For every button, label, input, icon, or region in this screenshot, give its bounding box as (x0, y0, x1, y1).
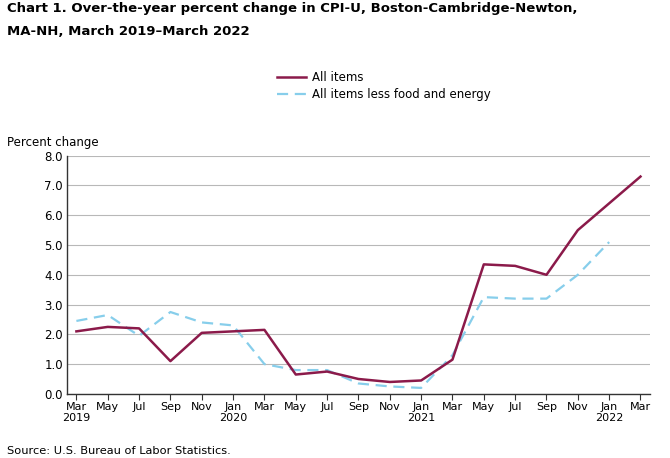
All items (574, 228, 582, 233)
All items less food and energy (135, 333, 143, 338)
All items (417, 378, 425, 383)
All items (354, 376, 362, 382)
All items (511, 263, 519, 268)
All items less food and energy (323, 367, 331, 373)
All items less food and energy (574, 272, 582, 278)
All items (605, 201, 613, 206)
All items (291, 372, 299, 377)
Legend: All items, All items less food and energy: All items, All items less food and energ… (277, 71, 491, 101)
All items less food and energy (417, 385, 425, 391)
All items less food and energy (104, 312, 112, 318)
All items less food and energy (72, 318, 80, 324)
All items (135, 326, 143, 331)
Text: MA-NH, March 2019–March 2022: MA-NH, March 2019–March 2022 (7, 25, 249, 38)
All items (636, 174, 645, 179)
All items less food and energy (448, 353, 456, 358)
All items less food and energy (261, 361, 269, 367)
All items (386, 379, 394, 385)
All items (480, 262, 488, 267)
Line: All items less food and energy: All items less food and energy (76, 242, 609, 388)
All items (323, 369, 331, 374)
All items less food and energy (229, 322, 237, 328)
All items less food and energy (354, 381, 362, 386)
Text: Percent change: Percent change (7, 136, 98, 149)
Text: Source: U.S. Bureau of Labor Statistics.: Source: U.S. Bureau of Labor Statistics. (7, 446, 230, 456)
All items (543, 272, 551, 278)
All items (198, 330, 206, 336)
All items (261, 327, 269, 333)
All items less food and energy (166, 309, 174, 315)
All items (166, 358, 174, 364)
All items (72, 329, 80, 334)
All items (229, 329, 237, 334)
All items less food and energy (511, 296, 519, 301)
All items less food and energy (198, 320, 206, 325)
All items less food and energy (480, 294, 488, 300)
Text: Chart 1. Over-the-year percent change in CPI-U, Boston-Cambridge-Newton,: Chart 1. Over-the-year percent change in… (7, 2, 577, 15)
Line: All items: All items (76, 176, 641, 382)
All items less food and energy (386, 384, 394, 389)
All items less food and energy (291, 367, 299, 373)
All items less food and energy (543, 296, 551, 301)
All items less food and energy (605, 239, 613, 245)
All items (448, 357, 456, 362)
All items (104, 324, 112, 330)
